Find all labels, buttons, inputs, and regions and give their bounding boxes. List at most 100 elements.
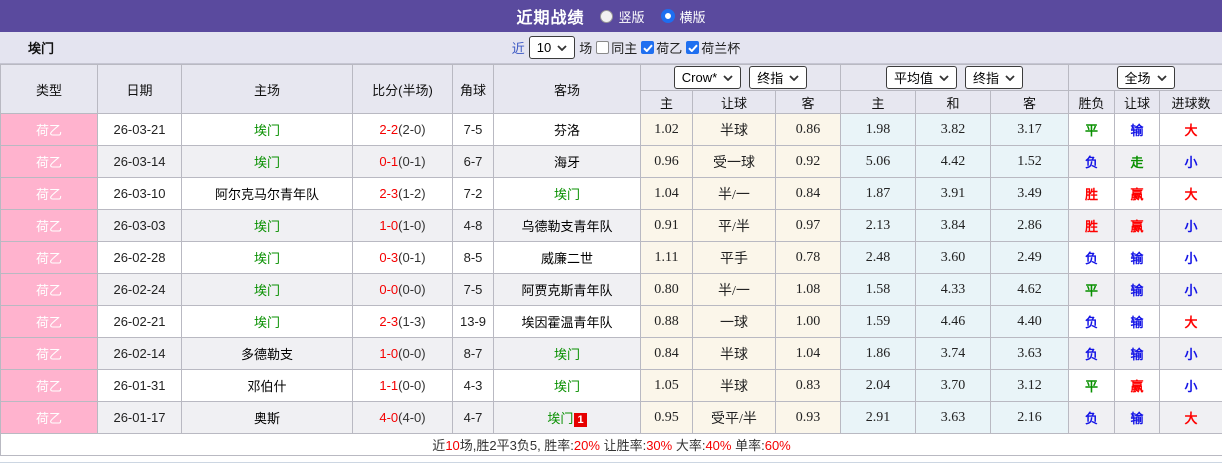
halftime-score: (0-0) [398,282,425,297]
layout-horizontal-radio[interactable]: 横版 [661,7,706,26]
fulltime-score: 1-0 [379,346,398,361]
col-header-corner: 角球 [453,65,494,114]
away-team-name[interactable]: 乌德勒支青年队 [521,219,612,234]
score-cell: 2-3(1-3) [353,306,453,338]
recent-count-value: 10 [537,40,551,55]
halftime-score: (0-0) [398,378,425,393]
away-team-cell: 埃门 [494,370,641,402]
recent-link[interactable]: 近 [512,38,525,57]
away-team-name[interactable]: 埃门 [554,187,580,202]
home-team-name[interactable]: 埃门 [254,155,280,170]
league-type-cell: 荷乙 [1,210,98,242]
result-cell: 负 [1069,242,1115,274]
away-team-name[interactable]: 埃因霍温青年队 [521,315,612,330]
league-checkbox[interactable]: 荷乙 [641,38,682,57]
fulltime-score: 1-0 [379,218,398,233]
bookmaker-select-value: Crow* [682,70,717,85]
home-team-name[interactable]: 奥斯 [254,411,280,426]
average-select[interactable]: 平均值 [886,66,957,89]
avg-stage-select[interactable]: 终指 [965,66,1023,89]
col-header-type: 类型 [1,65,98,114]
halftime-score: (0-1) [398,154,425,169]
goals-result-cell: 小 [1160,146,1222,178]
league-type-cell: 荷乙 [1,114,98,146]
home-team-name[interactable]: 阿尔克马尔青年队 [215,187,319,202]
away-team-name[interactable]: 埃门 [554,347,580,362]
away-team-cell: 乌德勒支青年队 [494,210,641,242]
matches-label: 场 [579,38,592,57]
fulltime-select[interactable]: 全场 [1117,66,1175,89]
filter-bar: 埃门 近 10 场 同主 荷乙 荷兰杯 [0,32,1222,64]
away-team-name[interactable]: 芬洛 [554,123,580,138]
avg-home-cell: 2.91 [841,402,916,434]
cup-checkbox-label: 荷兰杯 [701,38,740,57]
bookmaker-select[interactable]: Crow* [674,66,741,89]
cup-checkbox[interactable]: 荷兰杯 [686,38,740,57]
halftime-score: (1-3) [398,314,425,329]
league-type-cell: 荷乙 [1,306,98,338]
handicap-result-cell: 输 [1115,114,1160,146]
away-team-cell: 埃因霍温青年队 [494,306,641,338]
summary-text: 近10场,胜2平3负5, 胜率:20% 让胜率:30% 大率:40% 单率:60… [1,434,1222,456]
recent-count-select[interactable]: 10 [529,36,575,59]
result-cell: 胜 [1069,210,1115,242]
same-home-label: 同主 [611,38,637,57]
avg-home-cell: 1.58 [841,274,916,306]
home-team-name[interactable]: 埃门 [254,315,280,330]
corner-cell: 8-5 [453,242,494,274]
widget-title: 近期战绩 [516,4,584,28]
away-team-name[interactable]: 阿贾克斯青年队 [521,283,612,298]
corner-cell: 4-3 [453,370,494,402]
handicap-result-cell: 赢 [1115,178,1160,210]
result-cell: 平 [1069,274,1115,306]
odds-stage-select[interactable]: 终指 [749,66,807,89]
same-home-checkbox[interactable]: 同主 [596,38,637,57]
date-cell: 26-03-03 [98,210,182,242]
league-type-cell: 荷乙 [1,274,98,306]
score-cell: 0-1(0-1) [353,146,453,178]
avg-away-cell: 2.16 [991,402,1069,434]
league-type-cell: 荷乙 [1,338,98,370]
halftime-score: (0-1) [398,250,425,265]
avg-draw-cell: 4.46 [916,306,991,338]
away-team-cell: 埃门 [494,338,641,370]
chevron-down-icon [789,75,799,81]
home-team-name[interactable]: 多德勒支 [241,347,293,362]
goals-result-cell: 小 [1160,210,1222,242]
score-cell: 1-1(0-0) [353,370,453,402]
avg-draw-cell: 3.84 [916,210,991,242]
away-team-name[interactable]: 海牙 [554,155,580,170]
average-select-value: 平均值 [894,68,933,87]
odds-away-cell: 0.97 [776,210,841,242]
away-team-name[interactable]: 威廉二世 [541,251,593,266]
away-team-name[interactable]: 埃门 [547,411,573,426]
avg-away-cell: 1.52 [991,146,1069,178]
layout-vertical-radio[interactable]: 竖版 [600,7,644,26]
home-team-name[interactable]: 埃门 [254,283,280,298]
score-cell: 2-2(2-0) [353,114,453,146]
odds-home-cell: 0.96 [641,146,693,178]
home-team-cell: 埃门 [182,274,353,306]
home-team-name[interactable]: 埃门 [254,123,280,138]
checkbox-checked-icon [641,41,654,54]
date-cell: 26-03-10 [98,178,182,210]
col-header-date: 日期 [98,65,182,114]
chevron-down-icon [939,75,949,81]
home-team-name[interactable]: 邓伯什 [247,379,286,394]
avg-home-cell: 1.59 [841,306,916,338]
goals-result-cell: 大 [1160,114,1222,146]
avg-draw-cell: 4.42 [916,146,991,178]
home-team-cell: 埃门 [182,242,353,274]
away-team-name[interactable]: 埃门 [554,379,580,394]
avg-away-cell: 3.49 [991,178,1069,210]
home-team-name[interactable]: 埃门 [254,251,280,266]
away-team-cell: 埃门 [494,178,641,210]
avg-draw-cell: 3.82 [916,114,991,146]
col-header-handicap-result: 让球 [1115,91,1160,114]
col-header-away: 客场 [494,65,641,114]
odds-select-group: Crow* 终指 [641,65,841,91]
home-team-name[interactable]: 埃门 [254,219,280,234]
